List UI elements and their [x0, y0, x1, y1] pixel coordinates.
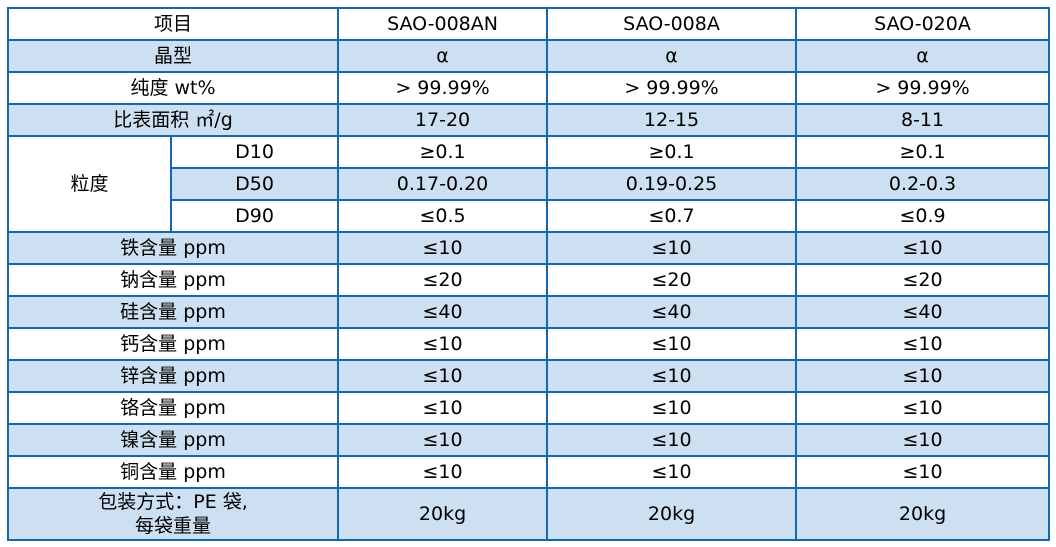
row-label: 包装方式：PE 袋, 每袋重量 [6, 487, 340, 541]
row-label: 纯度 wt% [6, 71, 340, 105]
row-iron-content: 铁含量 ppm ≤10 ≤10 ≤10 [6, 231, 1051, 265]
cell-value: ≤40 [795, 295, 1051, 329]
cell-value: ≤10 [337, 455, 549, 489]
row-calcium-content: 钙含量 ppm ≤10 ≤10 ≤10 [6, 327, 1051, 361]
cell-value: ≥0.1 [546, 135, 798, 169]
row-packaging: 包装方式：PE 袋, 每袋重量 20kg 20kg 20kg [6, 487, 1051, 541]
row-label: 钠含量 ppm [6, 263, 340, 297]
row-copper-content: 铜含量 ppm ≤10 ≤10 ≤10 [6, 455, 1051, 489]
cell-value: ≤10 [795, 327, 1051, 361]
row-zinc-content: 锌含量 ppm ≤10 ≤10 ≤10 [6, 359, 1051, 393]
row-purity: 纯度 wt% > 99.99% > 99.99% > 99.99% [6, 71, 1051, 105]
row-label: 铜含量 ppm [6, 455, 340, 489]
cell-value: ≥0.1 [337, 135, 549, 169]
cell-value: 0.17-0.20 [337, 167, 549, 201]
spec-table: 项目 SAO-008AN SAO-008A SAO-020A 晶型 α α α … [6, 7, 1051, 541]
packaging-label-line2: 每袋重量 [135, 515, 212, 537]
row-nickel-content: 镍含量 ppm ≤10 ≤10 ≤10 [6, 423, 1051, 457]
row-particle-d90: D90 ≤0.5 ≤0.7 ≤0.9 [8, 199, 1051, 233]
row-label: 硅含量 ppm [6, 295, 340, 329]
cell-value: > 99.99% [546, 71, 798, 105]
cell-value: ≤20 [795, 263, 1051, 297]
item-header-cell: 项目 [6, 7, 340, 41]
row-particle-d50: D50 0.17-0.20 0.19-0.25 0.2-0.3 [8, 167, 1051, 201]
cell-value: ≤20 [337, 263, 549, 297]
product-header-sao-008a: SAO-008A [546, 7, 798, 41]
cell-value: ≤10 [337, 359, 549, 393]
row-label: 铁含量 ppm [6, 231, 340, 265]
cell-value: ≤40 [546, 295, 798, 329]
row-silicon-content: 硅含量 ppm ≤40 ≤40 ≤40 [6, 295, 1051, 329]
cell-value: ≥0.1 [795, 135, 1051, 169]
cell-value: 20kg [337, 487, 549, 541]
cell-value: α [546, 39, 798, 73]
cell-value: ≤20 [546, 263, 798, 297]
row-chromium-content: 铬含量 ppm ≤10 ≤10 ≤10 [6, 391, 1051, 425]
cell-value: ≤10 [546, 455, 798, 489]
cell-value: ≤10 [546, 231, 798, 265]
cell-value: ≤10 [546, 327, 798, 361]
cell-value: 0.2-0.3 [795, 167, 1051, 201]
product-header-sao-020a: SAO-020A [795, 7, 1051, 41]
cell-value: ≤10 [795, 423, 1051, 457]
cell-value: ≤10 [795, 391, 1051, 425]
row-surface-area: 比表面积 ㎡/g 17-20 12-15 8-11 [6, 103, 1051, 137]
packaging-label-line1: 包装方式：PE 袋, [98, 491, 248, 513]
cell-value: 17-20 [337, 103, 549, 137]
row-label: 锌含量 ppm [6, 359, 340, 393]
cell-value: ≤10 [337, 423, 549, 457]
cell-value: ≤0.7 [546, 199, 798, 233]
cell-value: ≤10 [546, 391, 798, 425]
cell-value: ≤10 [337, 391, 549, 425]
row-label: 晶型 [6, 39, 340, 73]
row-particle-d10: 粒度 D10 ≥0.1 ≥0.1 ≥0.1 [7, 135, 1051, 233]
cell-value: 8-11 [795, 103, 1051, 137]
row-label: 比表面积 ㎡/g [6, 103, 340, 137]
product-header-sao-008an: SAO-008AN [337, 7, 549, 41]
cell-value: ≤10 [795, 359, 1051, 393]
cell-value: ≤10 [546, 359, 798, 393]
cell-value: ≤0.5 [337, 199, 549, 233]
cell-value: ≤40 [337, 295, 549, 329]
cell-value: ≤0.9 [795, 199, 1051, 233]
cell-value: > 99.99% [337, 71, 549, 105]
cell-value: ≤10 [795, 231, 1051, 265]
cell-value: 12-15 [546, 103, 798, 137]
row-crystal-type: 晶型 α α α [6, 39, 1051, 73]
row-label: 铬含量 ppm [6, 391, 340, 425]
cell-value: α [795, 39, 1051, 73]
cell-value: ≤10 [546, 423, 798, 457]
cell-value: ≤10 [337, 231, 549, 265]
cell-value: 20kg [546, 487, 798, 541]
cell-value: α [337, 39, 549, 73]
cell-value: > 99.99% [795, 71, 1051, 105]
sub-row-label: D90 [169, 199, 340, 233]
row-label: 钙含量 ppm [6, 327, 340, 361]
sub-row-label: D50 [169, 167, 340, 201]
sub-row-label: D10 [169, 135, 340, 169]
cell-value: ≤10 [795, 455, 1051, 489]
row-label: 镍含量 ppm [6, 423, 340, 457]
header-row: 项目 SAO-008AN SAO-008A SAO-020A [6, 7, 1051, 41]
cell-value: 20kg [795, 487, 1051, 541]
particle-size-group-label: 粒度 [7, 135, 172, 233]
cell-value: 0.19-0.25 [546, 167, 798, 201]
row-sodium-content: 钠含量 ppm ≤20 ≤20 ≤20 [6, 263, 1051, 297]
cell-value: ≤10 [337, 327, 549, 361]
